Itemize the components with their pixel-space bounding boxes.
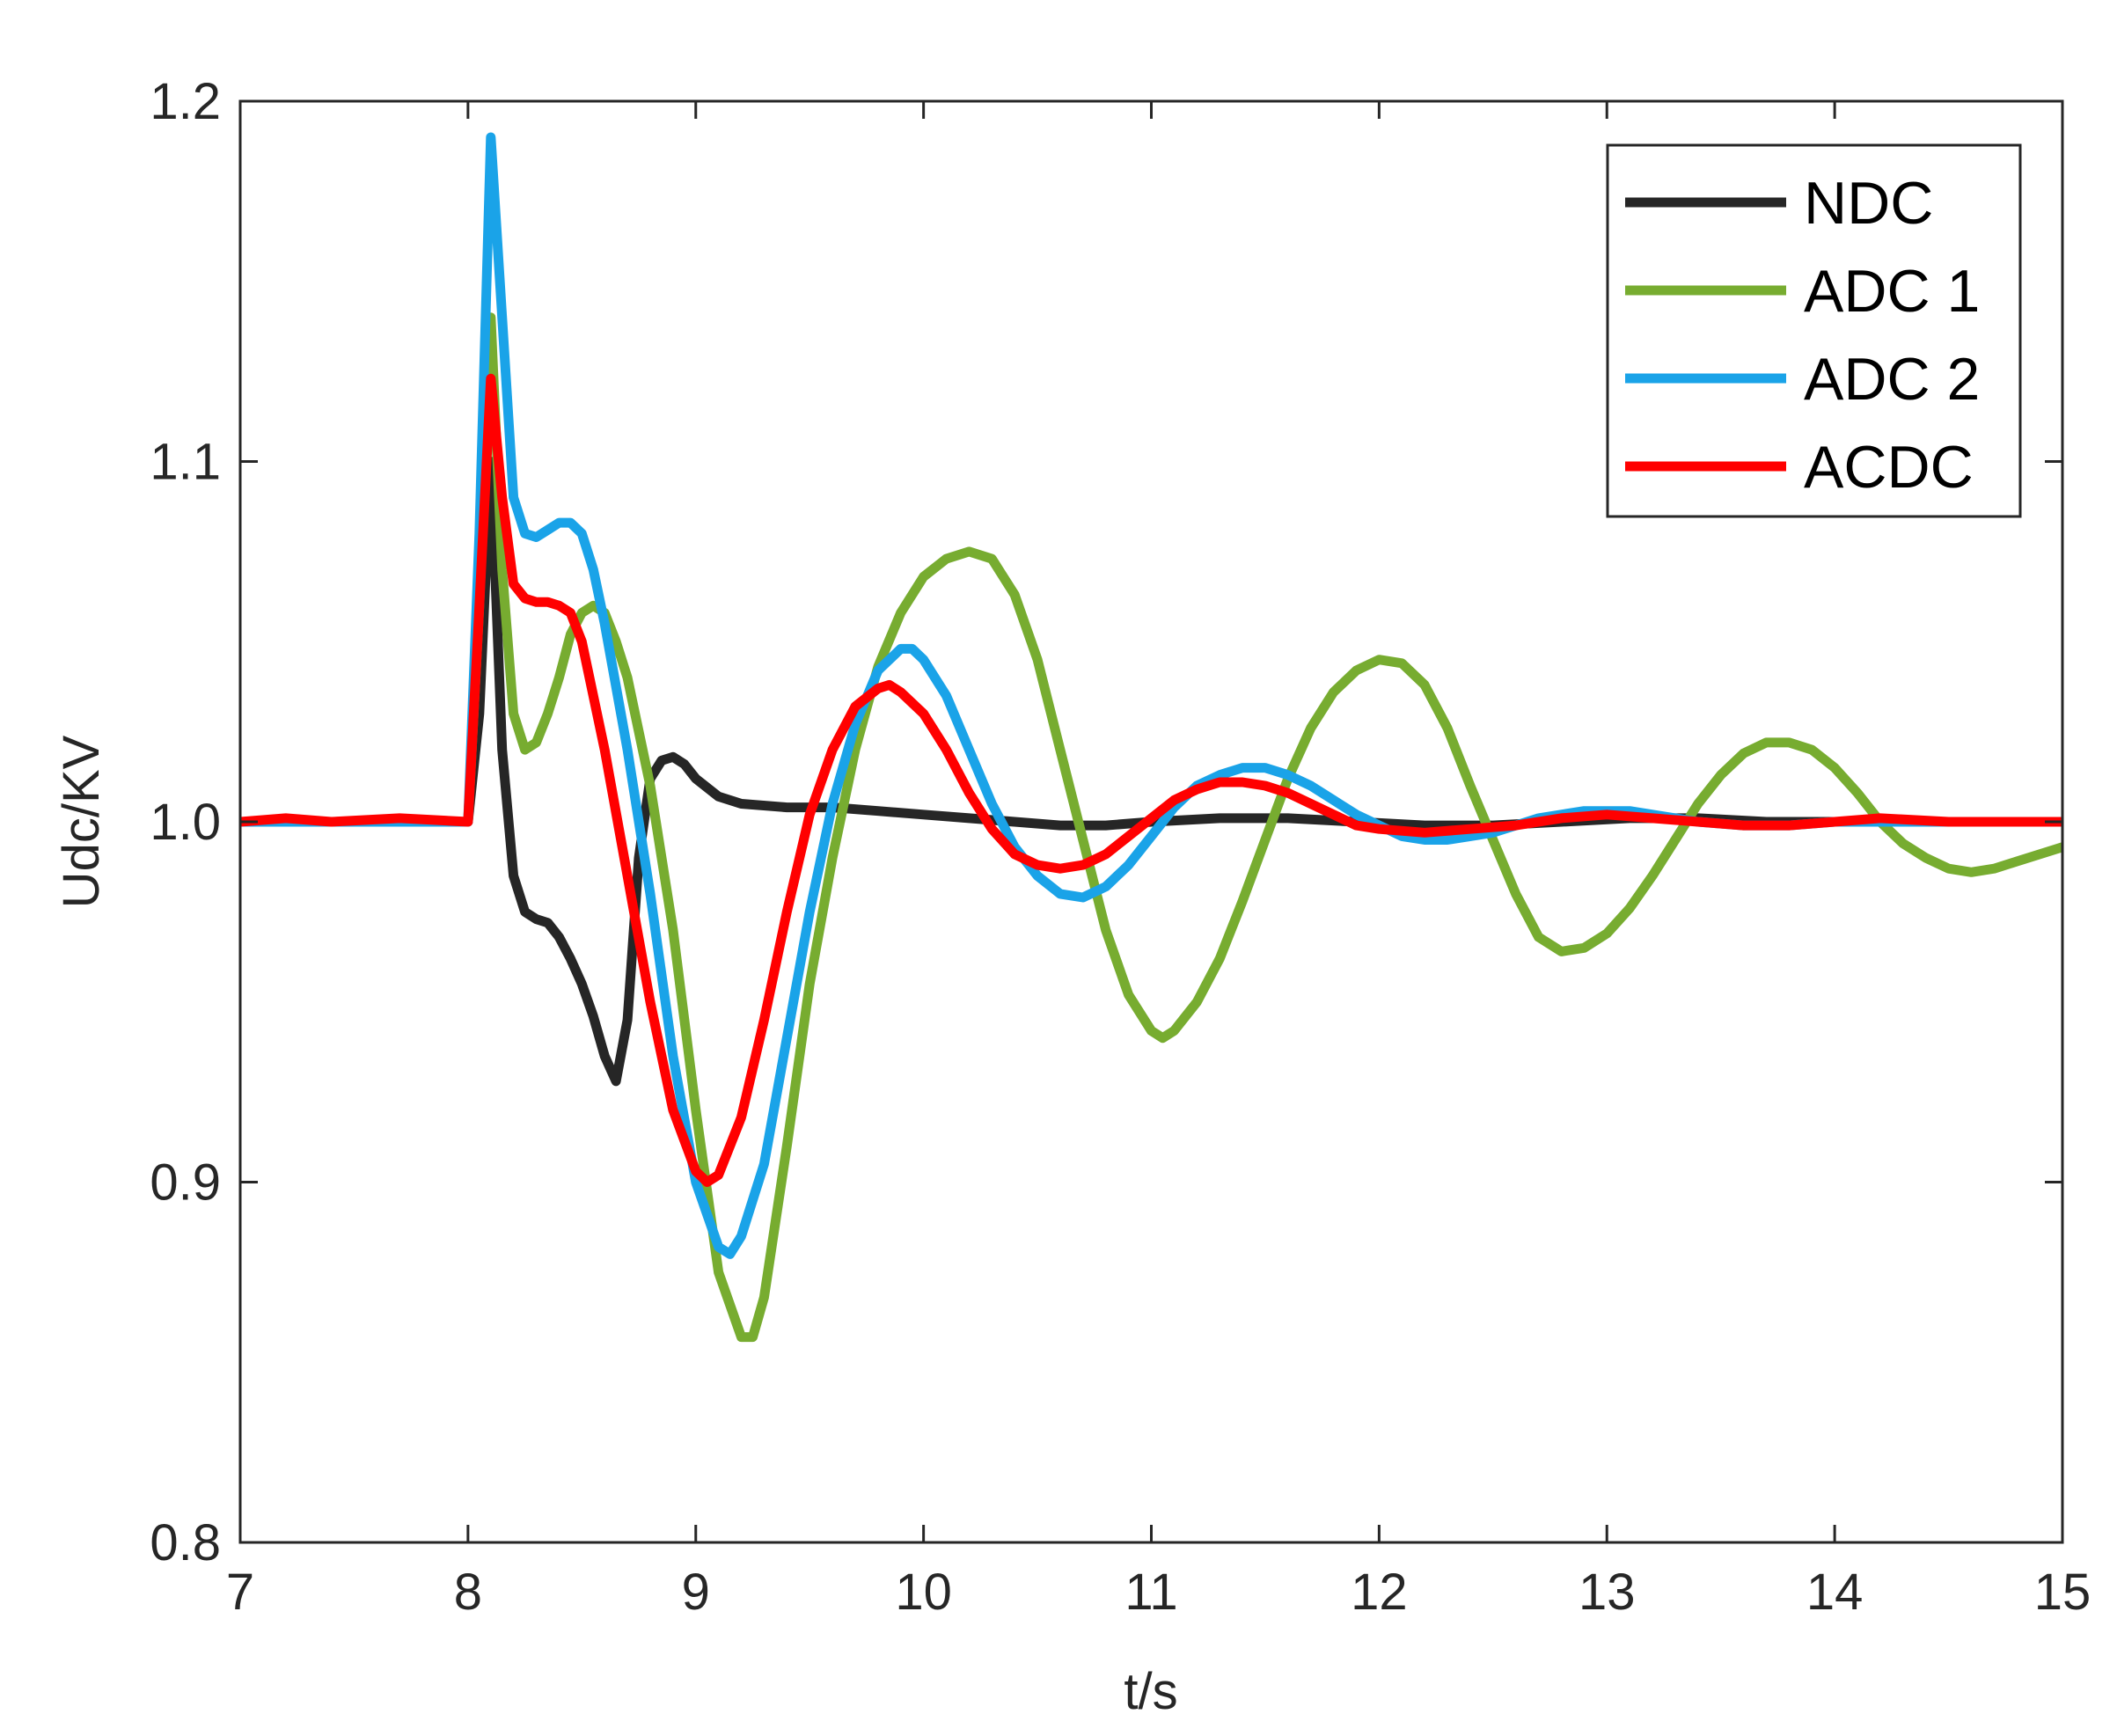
- x-tick-label: 11: [1124, 1564, 1177, 1621]
- x-tick-label: 12: [1351, 1564, 1408, 1621]
- y-tick-label: 1.2: [150, 73, 221, 130]
- legend-label-ndc: NDC: [1804, 170, 1933, 237]
- y-tick-label: 1.1: [150, 434, 221, 491]
- x-tick-label: 13: [1579, 1564, 1636, 1621]
- y-tick-label: 1.0: [150, 794, 221, 851]
- x-tick-label: 15: [2034, 1564, 2091, 1621]
- x-axis-title: t/s: [1124, 1663, 1177, 1720]
- series-line-acdc: [240, 373, 2062, 1187]
- x-tick-label: 9: [682, 1564, 710, 1621]
- legend-label-adc-1: ADC 1: [1804, 258, 1980, 325]
- y-tick-label: 0.9: [150, 1154, 221, 1212]
- legend-label-acdc: ACDC: [1804, 434, 1974, 501]
- x-tick-label: 10: [895, 1564, 952, 1621]
- legend: NDC ADC 1 ADC 2 ACDC: [1606, 143, 2022, 518]
- series-layer: [240, 132, 2062, 1343]
- x-tick-label: 14: [1806, 1564, 1864, 1621]
- x-tick-label: 7: [226, 1564, 254, 1621]
- x-tick-label: 8: [454, 1564, 482, 1621]
- y-axis-title: Udc/KV: [53, 735, 110, 908]
- legend-label-adc-2: ADC 2: [1804, 346, 1980, 413]
- ticks-layer: 7 8 9 10 11 12 13 14 15 0.8 0.9 1.0 1.1 1.2: [150, 73, 2091, 1621]
- y-tick-label: 0.8: [150, 1514, 221, 1571]
